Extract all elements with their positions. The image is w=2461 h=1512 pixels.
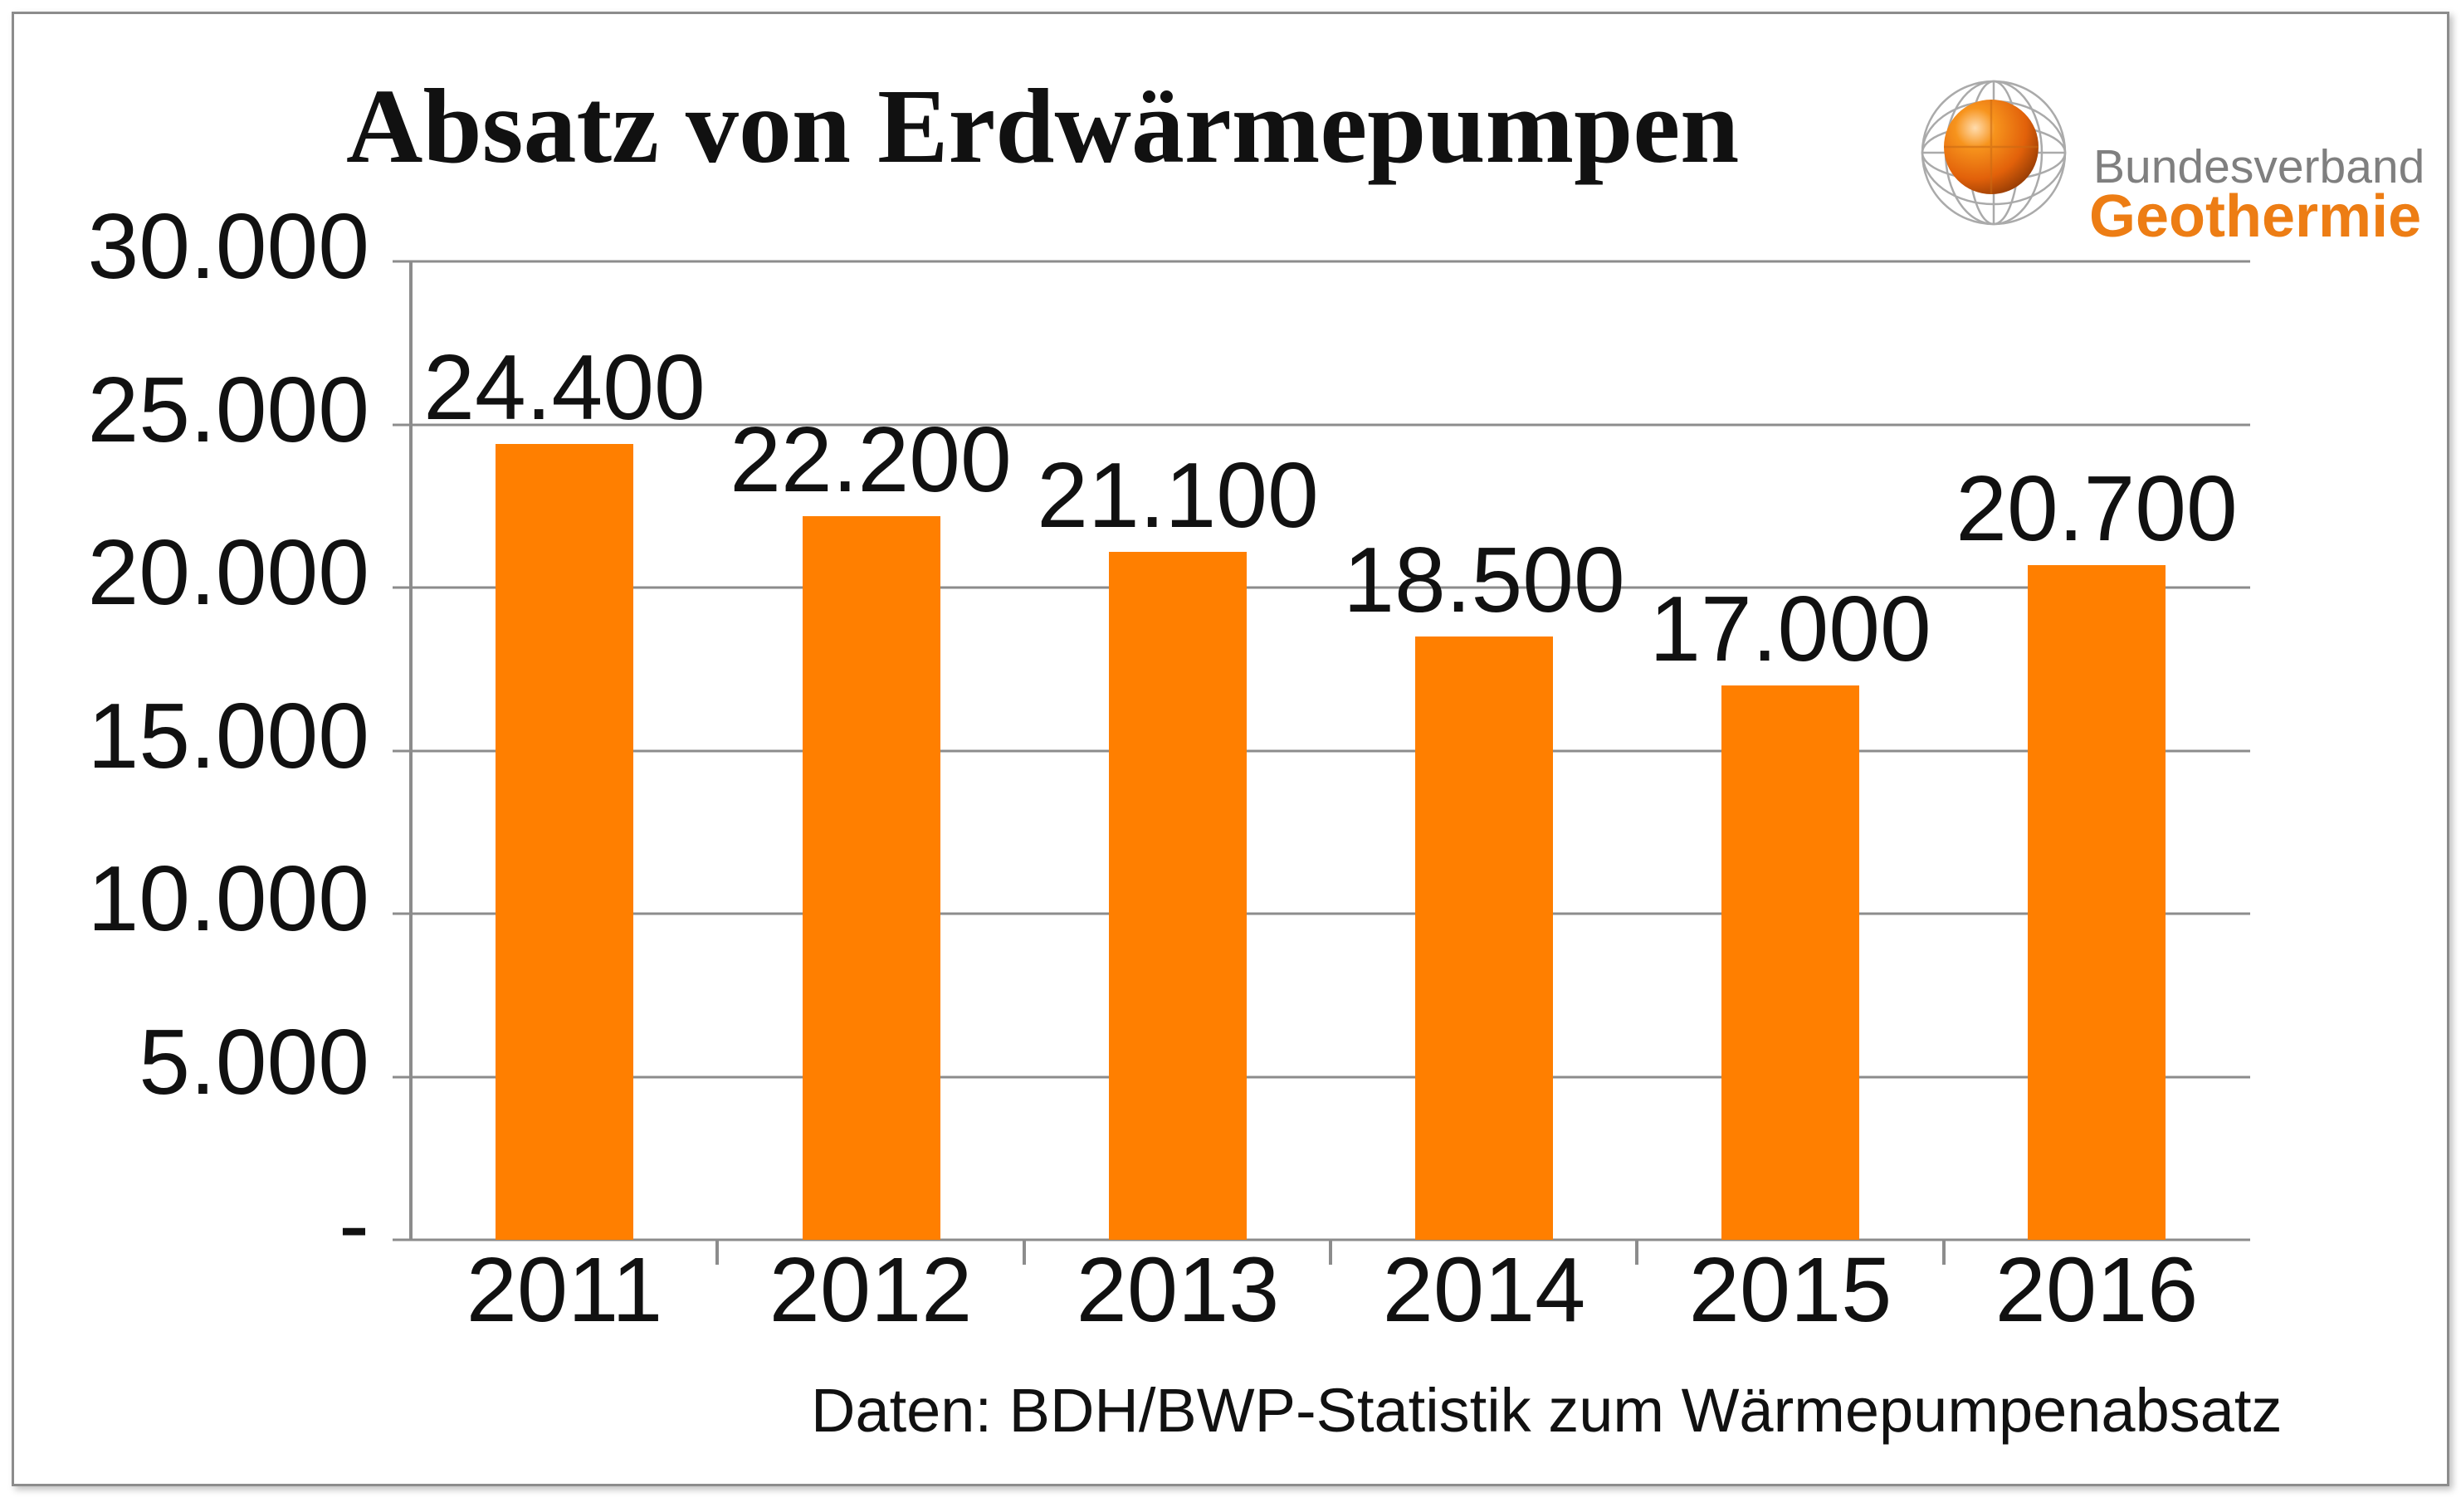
svg-text:15.000: 15.000: [87, 685, 369, 788]
svg-text:20.700: 20.700: [1956, 457, 2238, 560]
svg-text:2016: 2016: [1995, 1239, 2199, 1341]
svg-text:Geothermie: Geothermie: [2089, 183, 2421, 250]
svg-text:2013: 2013: [1077, 1239, 1280, 1341]
svg-text:-: -: [339, 1173, 369, 1276]
svg-text:2012: 2012: [769, 1239, 973, 1341]
svg-text:2014: 2014: [1383, 1239, 1586, 1341]
svg-text:22.200: 22.200: [730, 408, 1012, 511]
svg-text:Daten: BDH/BWP-Statistik zum W: Daten: BDH/BWP-Statistik zum Wärmepumpen…: [811, 1376, 2282, 1445]
svg-text:24.400: 24.400: [423, 336, 706, 439]
svg-text:25.000: 25.000: [87, 358, 369, 461]
svg-text:20.000: 20.000: [87, 521, 369, 624]
svg-text:17.000: 17.000: [1649, 578, 1931, 680]
svg-text:10.000: 10.000: [87, 847, 369, 950]
svg-text:2015: 2015: [1689, 1239, 1892, 1341]
svg-text:21.100: 21.100: [1037, 444, 1319, 547]
svg-text:30.000: 30.000: [87, 195, 369, 298]
svg-text:18.500: 18.500: [1343, 529, 1625, 632]
svg-text:5.000: 5.000: [139, 1011, 369, 1114]
svg-text:2011: 2011: [466, 1239, 663, 1341]
